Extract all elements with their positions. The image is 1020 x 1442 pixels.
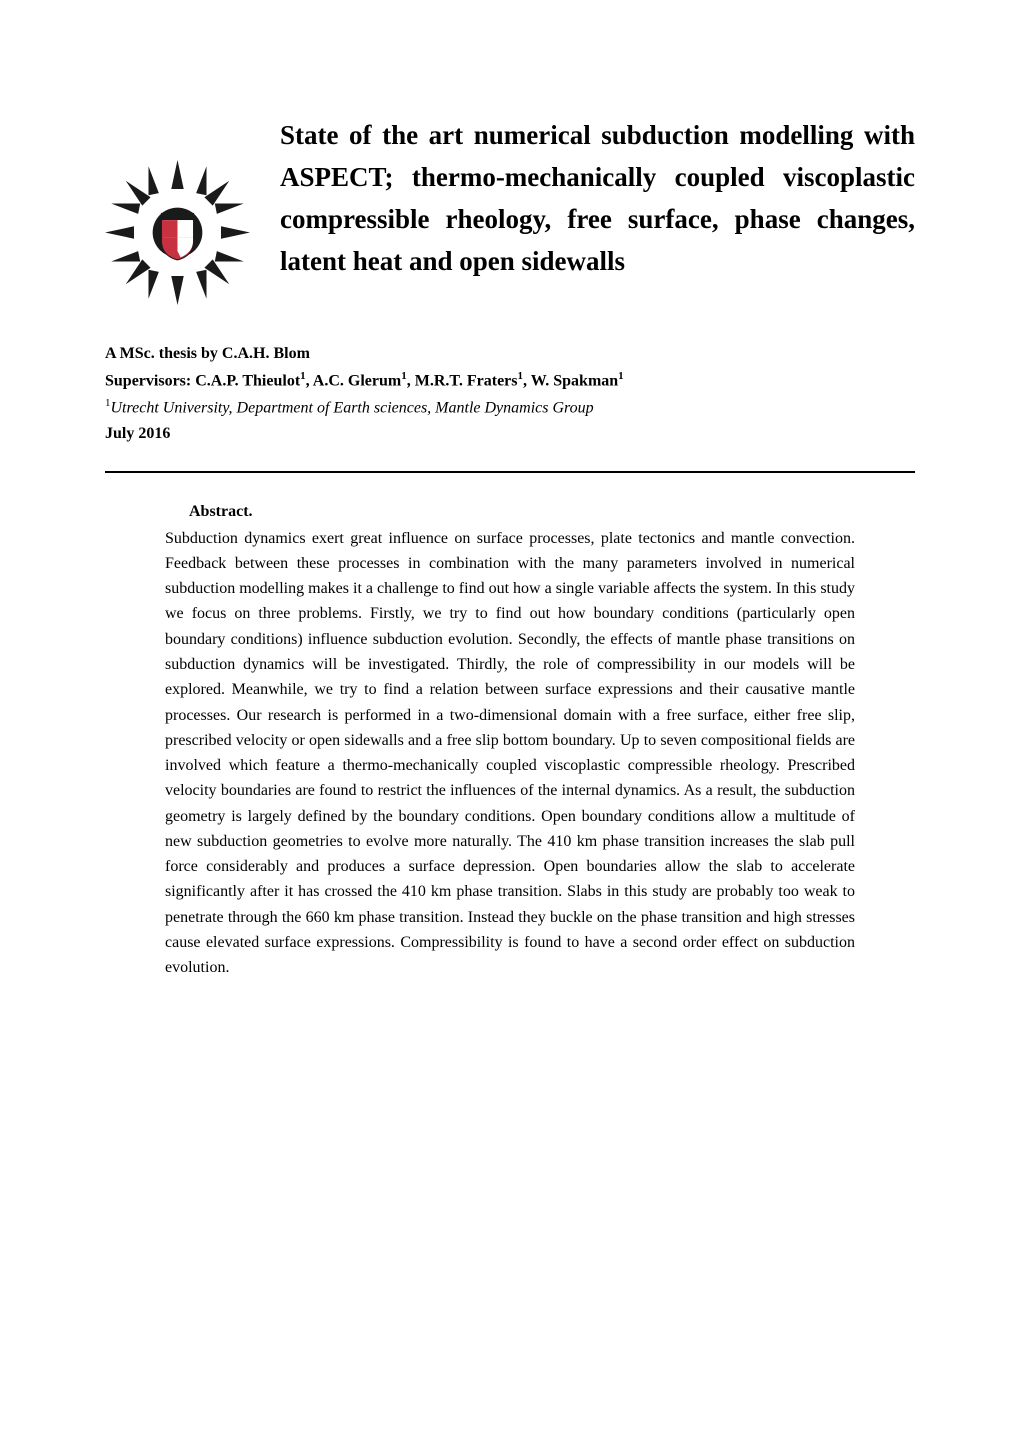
abstract-text: Subduction dynamics exert great influenc… (165, 526, 855, 981)
supervisor-3: W. Spakman (531, 372, 618, 389)
supervisor-3-sup: 1 (618, 370, 624, 382)
supervisor-1-sup: 1 (401, 370, 407, 382)
author-line: A MSc. thesis by C.A.H. Blom (105, 345, 915, 363)
supervisors-prefix: Supervisors: (105, 372, 195, 389)
header-row: State of the art numerical subduction mo… (105, 115, 915, 310)
university-seal-icon (105, 160, 250, 305)
supervisor-0-sup: 1 (300, 370, 306, 382)
supervisor-2: M.R.T. Fraters (415, 372, 518, 389)
date-line: July 2016 (105, 425, 915, 443)
supervisor-1: A.C. Glerum (313, 372, 401, 389)
abstract-heading: Abstract. (165, 503, 855, 521)
affiliation-line: 1Utrecht University, Department of Earth… (105, 397, 915, 417)
supervisor-2-sup: 1 (518, 370, 524, 382)
divider-line (105, 471, 915, 473)
logo-container (105, 160, 250, 310)
page-title: State of the art numerical subduction mo… (280, 115, 915, 282)
affiliation-text: Utrecht University, Department of Earth … (111, 400, 594, 417)
abstract-section: Abstract. Subduction dynamics exert grea… (105, 503, 915, 981)
supervisor-0: C.A.P. Thieulot (195, 372, 300, 389)
supervisors-line: Supervisors: C.A.P. Thieulot1, A.C. Gler… (105, 370, 915, 390)
